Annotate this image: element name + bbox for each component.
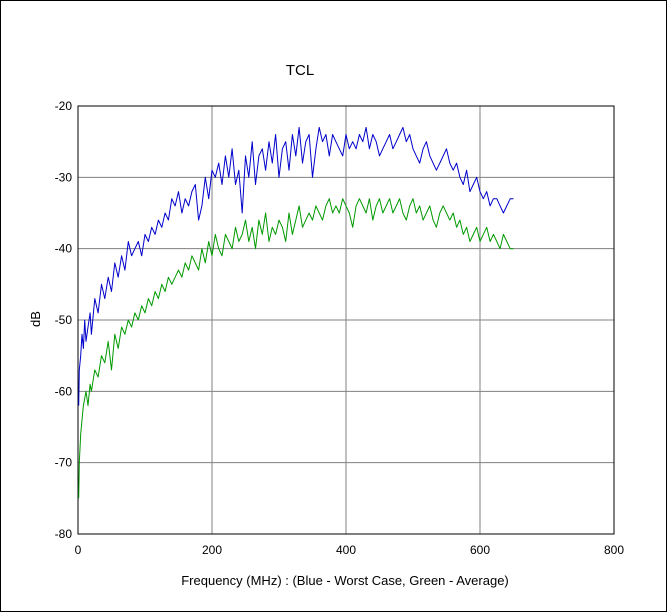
y-tick-label: -50 [55, 313, 73, 327]
x-tick-label: 600 [470, 543, 490, 557]
y-tick-label: -40 [55, 242, 73, 256]
x-tick-label: 0 [75, 543, 82, 557]
y-ticks: -20 -30 -40 -50 -60 -70 -80 [55, 99, 73, 541]
y-tick-label: -80 [55, 527, 73, 541]
x-tick-label: 400 [336, 543, 356, 557]
y-tick-label: -60 [55, 384, 73, 398]
series-line-2 [78, 198, 514, 499]
grid [78, 106, 614, 534]
series-line-1 [78, 126, 514, 406]
y-tick-label: -30 [55, 170, 73, 184]
plot-area [77, 105, 615, 535]
series-group [78, 126, 514, 499]
chart-title: TCL [286, 62, 314, 79]
x-axis-label: Frequency (MHz) : (Blue - Worst Case, Gr… [181, 573, 509, 588]
y-axis-label: dB [28, 311, 43, 327]
x-tick-label: 200 [202, 543, 222, 557]
y-tick-label: -20 [55, 99, 73, 113]
y-tick-label: -70 [55, 456, 73, 470]
x-tick-label: 800 [604, 543, 624, 557]
x-ticks: 0 200 400 600 800 [75, 543, 625, 557]
